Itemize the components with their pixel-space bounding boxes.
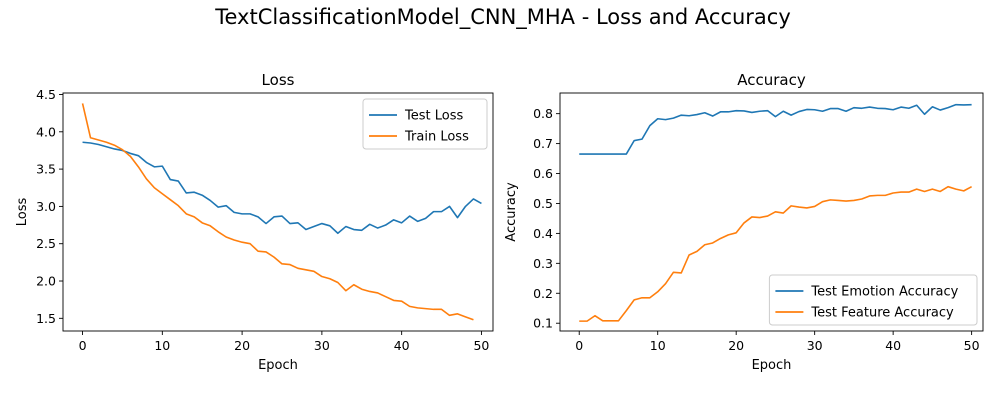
loss-chart-title: Loss	[262, 71, 295, 89]
accuracy-x-tick-label: 40	[885, 338, 901, 353]
figure-suptitle: TextClassificationModel_CNN_MHA - Loss a…	[214, 5, 791, 30]
loss-x-tick-label: 30	[314, 338, 330, 353]
accuracy-y-tick-label: 0.6	[533, 166, 553, 181]
accuracy-legend-label-0: Test Emotion Accuracy	[810, 285, 958, 300]
accuracy-y-tick-label: 0.8	[533, 106, 553, 121]
accuracy-chart-title: Accuracy	[737, 71, 806, 89]
loss-x-tick-label: 10	[154, 338, 170, 353]
accuracy-y-tick-label: 0.5	[533, 196, 553, 211]
loss-legend-label-0: Test Loss	[404, 109, 463, 124]
accuracy-x-axis-label: Epoch	[752, 358, 792, 373]
loss-x-tick-label: 0	[79, 338, 87, 353]
accuracy-x-tick-label: 50	[964, 338, 980, 353]
loss-axes-frame	[62, 92, 494, 332]
loss-series-line-1	[81, 103, 474, 321]
accuracy-axes-frame	[559, 92, 984, 332]
loss-x-tick-label: 20	[234, 338, 250, 353]
accuracy-series-line-1	[579, 185, 972, 322]
loss-y-tick-label: 1.5	[36, 311, 56, 326]
accuracy-x-tick-label: 30	[807, 338, 823, 353]
loss-y-tick-label: 2.5	[36, 236, 56, 251]
loss-y-tick-label: 3.0	[36, 199, 56, 214]
accuracy-series-line-0	[579, 103, 972, 155]
loss-legend-label-1: Train Loss	[404, 130, 469, 145]
loss-x-axis-label: Epoch	[258, 358, 298, 373]
accuracy-y-tick-label: 0.1	[533, 316, 553, 331]
accuracy-y-tick-label: 0.4	[533, 226, 553, 241]
accuracy-x-tick-label: 0	[575, 338, 583, 353]
loss-y-axis-label: Loss	[15, 198, 30, 227]
accuracy-x-tick-label: 20	[728, 338, 744, 353]
loss-legend: Test Loss Train Loss	[362, 98, 488, 150]
accuracy-legend: Test Emotion Accuracy Test Feature Accura…	[768, 274, 978, 326]
loss-series-line-0	[82, 141, 482, 235]
loss-y-tick-label: 3.5	[36, 162, 56, 177]
loss-y-tick-label: 2.0	[36, 274, 56, 289]
accuracy-chart: 0 10 20 30 40 50 0.1 0.2 0.3 0.4 0.5 0.6 0.7 0.8 Accur…	[504, 71, 984, 373]
loss-x-tick-label: 40	[394, 338, 410, 353]
accuracy-y-axis-label: Accuracy	[504, 182, 519, 242]
accuracy-legend-box	[768, 274, 978, 326]
accuracy-y-tick-label: 0.2	[533, 286, 553, 301]
accuracy-legend-label-1: Test Feature Accuracy	[810, 306, 954, 321]
loss-chart: 0 10 20 30 40 50 1.5 2.0 2.5 3.0 3.5 4.0 4.5 Loss Epoc…	[15, 71, 494, 373]
loss-x-tick-label: 50	[473, 338, 489, 353]
accuracy-y-tick-label: 0.7	[533, 136, 553, 151]
loss-y-tick-label: 4.0	[36, 124, 56, 139]
accuracy-x-tick-label: 10	[650, 338, 666, 353]
accuracy-y-tick-label: 0.3	[533, 256, 553, 271]
loss-y-tick-label: 4.5	[36, 87, 56, 102]
